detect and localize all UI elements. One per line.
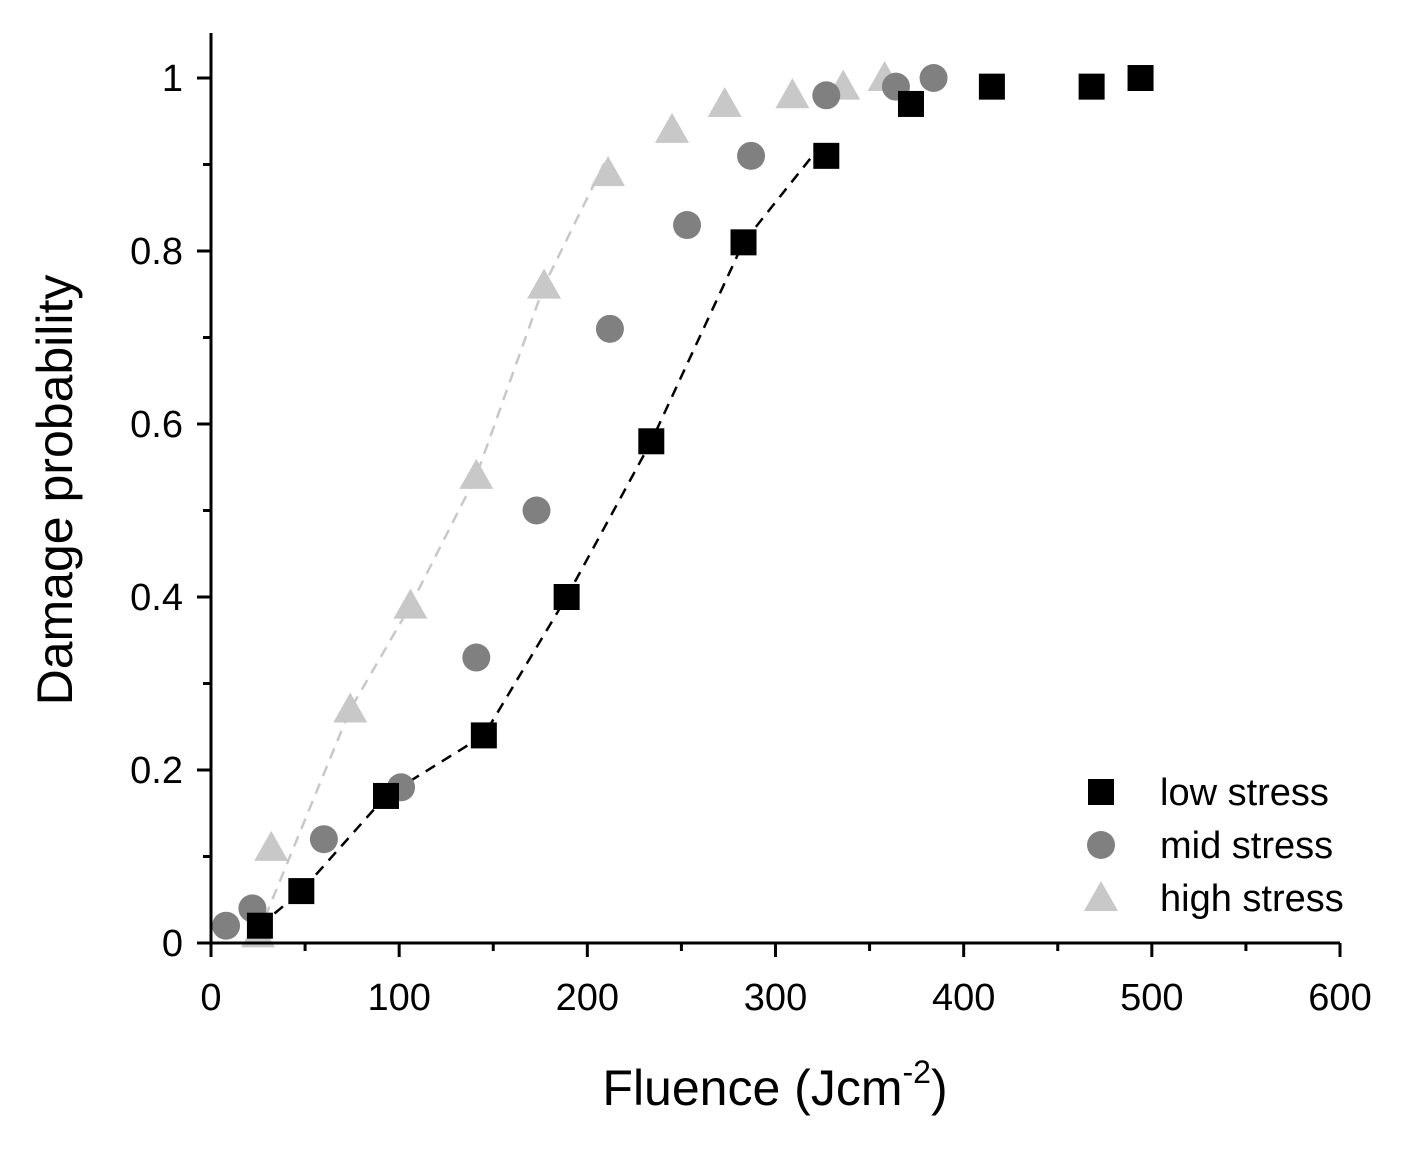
y-tick-label: 0.4 [130, 577, 183, 619]
x-tick-label: 500 [1120, 977, 1183, 1019]
fit-line-low-stress [259, 137, 828, 927]
data-point-high-stress [655, 112, 690, 143]
x-tick-label: 200 [556, 977, 619, 1019]
data-point-mid-stress [595, 314, 624, 343]
data-point-mid-stress [737, 141, 766, 170]
legend-label-mid-stress: mid stress [1160, 825, 1333, 867]
x-tick-label: 100 [367, 977, 430, 1019]
tick-labels: 0 100 200 300 400 500 600 0 0.2 0.4 0.6 0.8 1 [130, 58, 1372, 1019]
fit-lines [256, 137, 828, 935]
data-point-mid-stress [309, 825, 338, 854]
x-axis-title-main: Fluence (Jcm [602, 1060, 902, 1116]
data-point-low-stress [553, 584, 580, 610]
data-point-low-stress [978, 73, 1005, 100]
data-point-low-stress [1078, 73, 1105, 100]
data-point-high-stress [254, 830, 289, 861]
data-point-mid-stress [812, 81, 841, 110]
data-point-mid-stress [522, 496, 551, 525]
legend-marker-mid-stress [1087, 831, 1115, 859]
data-point-mid-stress [919, 64, 948, 92]
data-point-low-stress [1127, 65, 1154, 91]
legend-marker-low-stress [1088, 779, 1114, 805]
data-point-mid-stress [212, 911, 241, 940]
data-point-mid-stress [673, 211, 702, 240]
y-axis-title: Damage probability [27, 275, 83, 706]
data-point-mid-stress [462, 643, 491, 672]
x-tick-label: 300 [744, 977, 807, 1019]
data-point-low-stress [897, 90, 924, 117]
data-point-high-stress [707, 86, 742, 117]
data-point-high-stress [459, 458, 494, 489]
x-tick-label: 0 [200, 977, 221, 1019]
data-point-high-stress [333, 692, 368, 723]
data-point-high-stress [393, 588, 428, 619]
data-point-high-stress [527, 268, 562, 299]
data-point-low-stress [470, 722, 497, 749]
data-point-high-stress [775, 78, 810, 109]
x-axis-title: Fluence (Jcm-2) [602, 1054, 947, 1116]
x-tick-label: 400 [932, 977, 995, 1019]
y-tick-label: 0 [162, 923, 183, 965]
data-point-low-stress [813, 142, 840, 169]
data-point-low-stress [288, 878, 315, 905]
data-point-high-stress [591, 156, 626, 187]
legend: low stress mid stress high stress [1084, 772, 1344, 920]
y-tick-label: 0.2 [130, 750, 183, 792]
ticks [197, 76, 1342, 957]
fit-line-high-stress [256, 155, 610, 935]
data-point-low-stress [372, 782, 399, 809]
data-markers [212, 61, 1154, 948]
x-axis-title-close: ) [931, 1060, 948, 1116]
legend-label-low-stress: low stress [1160, 772, 1329, 814]
y-tick-label: 1 [162, 58, 183, 100]
data-point-low-stress [246, 912, 273, 939]
data-point-low-stress [638, 428, 665, 455]
x-tick-label: 600 [1308, 977, 1371, 1019]
y-tick-label: 0.6 [130, 404, 183, 446]
data-point-low-stress [730, 229, 757, 256]
x-axis-title-superscript: -2 [902, 1054, 930, 1090]
y-tick-label: 0.8 [130, 231, 183, 273]
legend-label-high-stress: high stress [1160, 878, 1344, 920]
legend-marker-high-stress [1084, 881, 1118, 911]
